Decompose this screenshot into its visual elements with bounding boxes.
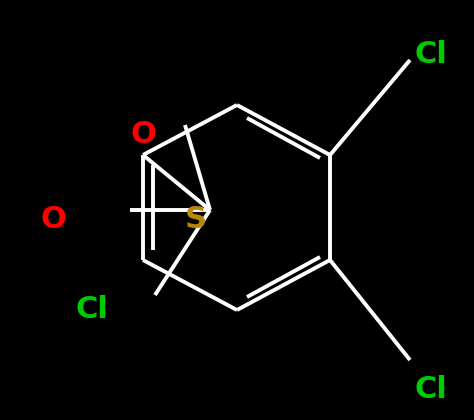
Text: O: O — [130, 120, 156, 149]
Text: Cl: Cl — [415, 40, 448, 69]
Text: Cl: Cl — [415, 375, 448, 404]
Text: Cl: Cl — [75, 295, 108, 324]
Text: S: S — [185, 205, 207, 234]
Text: O: O — [40, 205, 66, 234]
